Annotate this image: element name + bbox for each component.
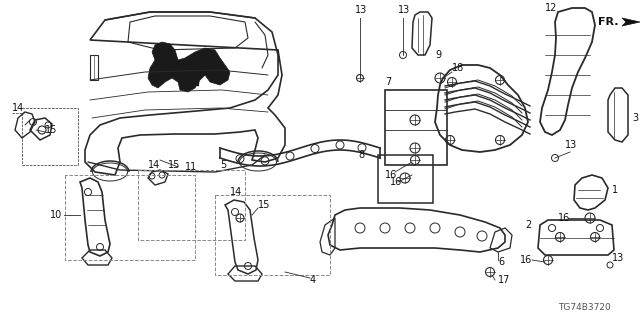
Text: 12: 12 (545, 3, 557, 13)
Bar (385, 90, 447, 165)
Text: TG74B3720: TG74B3720 (558, 303, 611, 312)
Text: 4: 4 (310, 275, 316, 285)
Text: 7: 7 (385, 77, 391, 87)
Text: 10: 10 (50, 210, 62, 220)
Text: 8: 8 (358, 150, 364, 160)
Text: 13: 13 (398, 5, 410, 15)
Text: 14: 14 (148, 160, 160, 170)
Text: 13: 13 (355, 5, 367, 15)
Text: 13: 13 (612, 253, 624, 263)
Text: 6: 6 (498, 257, 504, 267)
Text: 16: 16 (558, 213, 570, 223)
Text: 1: 1 (612, 185, 618, 195)
Text: 14: 14 (230, 187, 243, 197)
Text: 11: 11 (185, 162, 197, 172)
Text: 15: 15 (258, 200, 270, 210)
Text: 2: 2 (525, 220, 531, 230)
Text: 17: 17 (498, 275, 510, 285)
Text: 9: 9 (435, 50, 441, 60)
Text: 18: 18 (452, 63, 464, 73)
Bar (378, 155, 433, 203)
Polygon shape (622, 18, 640, 26)
Text: 16: 16 (390, 177, 403, 187)
Text: 14: 14 (12, 103, 24, 113)
Text: 13: 13 (565, 140, 577, 150)
Polygon shape (148, 42, 230, 92)
Text: 16: 16 (520, 255, 532, 265)
Text: 15: 15 (45, 125, 58, 135)
Text: 15: 15 (168, 160, 180, 170)
Text: 5: 5 (220, 160, 227, 170)
Text: FR.: FR. (598, 17, 618, 27)
Text: 3: 3 (632, 113, 638, 123)
Text: 16: 16 (385, 170, 397, 180)
